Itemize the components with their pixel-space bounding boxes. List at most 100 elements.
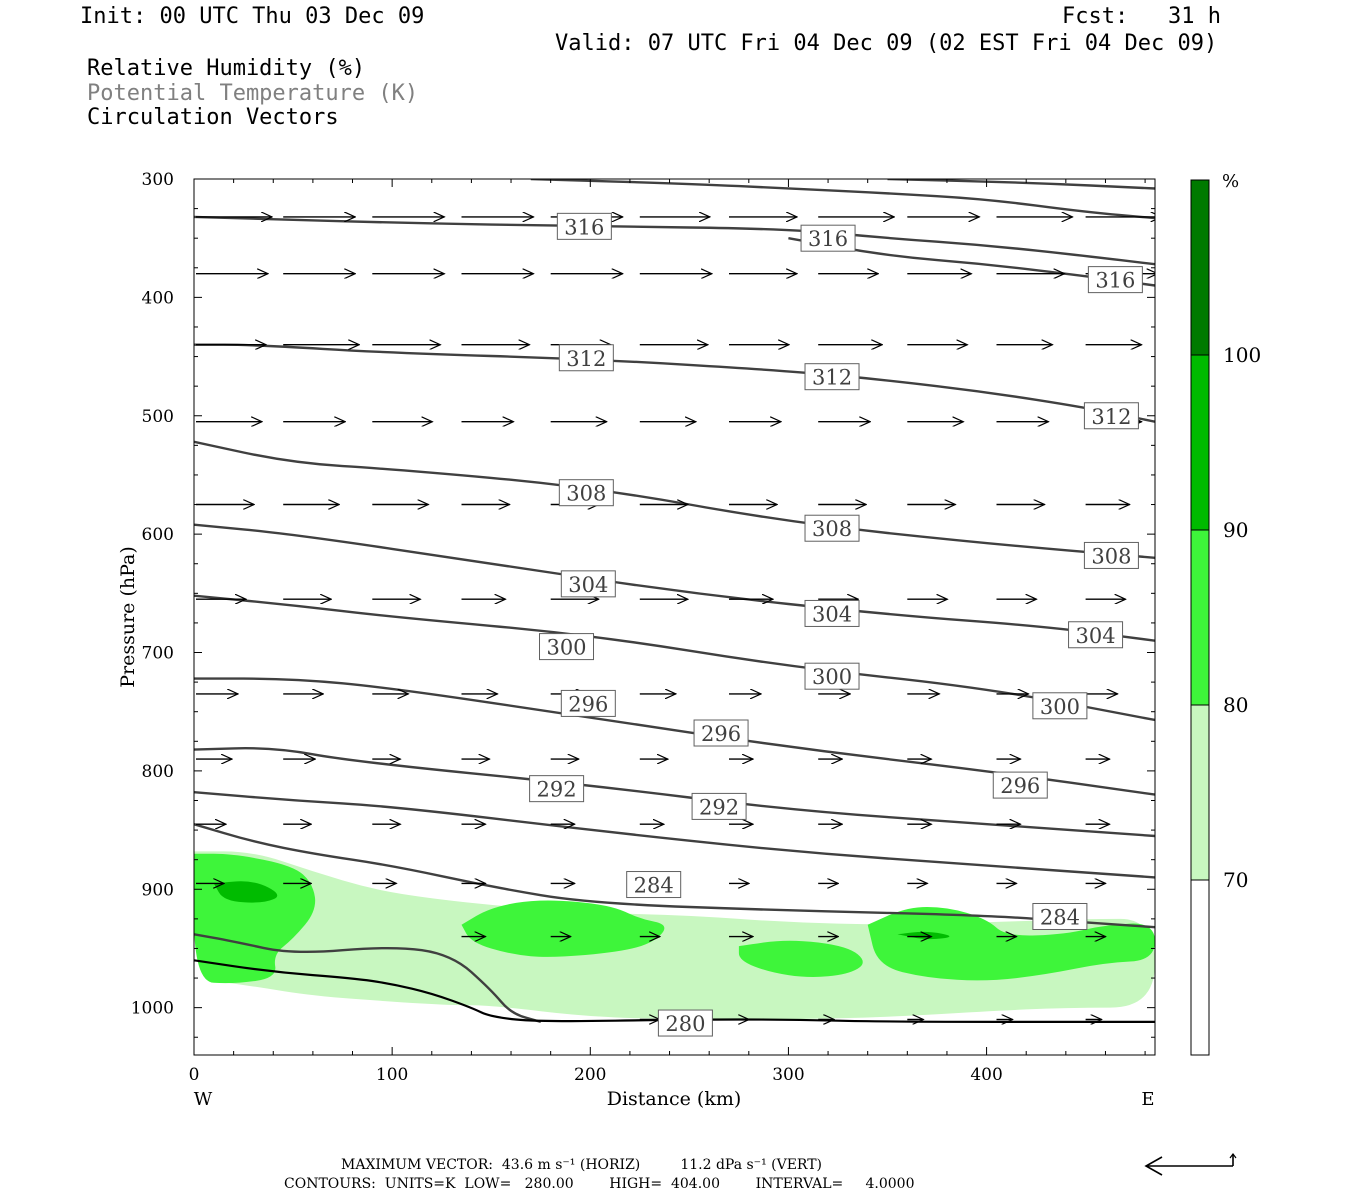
contour-label-text: 280 — [665, 1012, 705, 1036]
contour-label-312: 312 — [558, 344, 614, 372]
contour-label-text: 296 — [1000, 774, 1040, 798]
contour-label-text: 296 — [568, 692, 608, 716]
colorbar-level-label: 100 — [1223, 343, 1261, 367]
contour-label-box — [804, 662, 860, 690]
contour-label-308: 308 — [804, 514, 860, 542]
contour-label-box — [1083, 402, 1139, 430]
x-end-label-east: E — [1141, 1089, 1154, 1110]
contour-label-box — [539, 633, 595, 661]
isotherm-312-4 — [194, 343, 1155, 423]
isotherm-284-11 — [194, 823, 1155, 929]
contour-label-box — [800, 224, 856, 252]
y-tick-label: 1000 — [131, 999, 174, 1019]
contour-label-box — [529, 775, 585, 803]
contour-label-box — [804, 363, 860, 391]
rh-region-70-0 — [194, 851, 1155, 1020]
contour-label-text: 316 — [1095, 269, 1135, 293]
rh-region-80-3 — [738, 940, 863, 977]
contour-label-296: 296 — [560, 689, 616, 717]
colorbar-level-label: 70 — [1223, 868, 1248, 892]
colorbar: 100 90 80 70 — [1190, 179, 1261, 1056]
contour-label-box — [558, 344, 614, 372]
reference-vector — [1144, 1153, 1237, 1176]
contour-label-text: 284 — [1040, 905, 1080, 929]
contour-label-300: 300 — [804, 662, 860, 690]
valid-time: Valid: 07 UTC Fri 04 Dec 09 (02 EST Fri … — [555, 31, 1218, 56]
contour-label-text: 316 — [564, 215, 604, 239]
contour-label-text: 312 — [812, 366, 852, 390]
colorbar-segment — [1190, 529, 1210, 706]
y-tick-label: 400 — [142, 288, 174, 308]
y-tick-label: 900 — [142, 880, 174, 900]
contour-label-296: 296 — [992, 771, 1048, 799]
x-tick-label: 0 — [189, 1065, 200, 1085]
contour-label-text: 304 — [1076, 624, 1116, 648]
contour-label-text: 300 — [1040, 695, 1080, 719]
isotherm-316-1 — [530, 179, 1155, 220]
contour-label-304: 304 — [1068, 621, 1124, 649]
contour-label-text: 304 — [812, 602, 852, 626]
field-label-vectors: Circulation Vectors — [87, 105, 339, 130]
contour-label-316: 316 — [800, 224, 856, 252]
contour-label-box — [1087, 266, 1143, 294]
contour-label-box — [992, 771, 1048, 799]
x-tick-label: 100 — [376, 1065, 408, 1085]
contour-label-text: 300 — [812, 665, 852, 689]
max-vector-note: MAXIMUM VECTOR: 43.6 m s⁻¹ (HORIZ) 11.2 … — [341, 1157, 823, 1173]
contour-label-316: 316 — [556, 212, 612, 240]
contour-label-box — [556, 212, 612, 240]
colorbar-segment — [1190, 879, 1210, 1056]
axes: 300 400 500 600 700 800 900 1000 0 100 200 300 400 — [131, 170, 1155, 1085]
contour-label-text: 296 — [701, 722, 741, 746]
contour-label-text: 308 — [812, 517, 852, 541]
contour-label-box — [693, 719, 749, 747]
contour-label-text: 312 — [566, 347, 606, 371]
relative-humidity-shading — [194, 851, 1155, 1020]
isotherm-282-12 — [194, 933, 542, 1024]
contour-label-box — [1032, 692, 1088, 720]
contour-label-box — [657, 1009, 713, 1037]
y-tick-label: 300 — [142, 170, 174, 190]
x-tick-label: 300 — [772, 1065, 804, 1085]
init-time: Init: 00 UTC Thu 03 Dec 09 — [80, 4, 425, 29]
contour-label-312: 312 — [1083, 402, 1139, 430]
y-tick-label: 600 — [142, 525, 174, 545]
contour-label-296: 296 — [693, 719, 749, 747]
contour-label-box — [1068, 621, 1124, 649]
contour-label-box — [691, 792, 747, 820]
contour-label-text: 308 — [566, 482, 606, 506]
isotherm-300-7 — [194, 594, 1155, 722]
contour-label-box — [1032, 902, 1088, 930]
contour-label-box — [560, 570, 616, 598]
colorbar-segment — [1190, 179, 1210, 356]
colorbar-segment — [1190, 354, 1210, 531]
isotherm-304-6 — [194, 523, 1155, 642]
colorbar-level-label: 80 — [1223, 693, 1248, 717]
contour-label-312: 312 — [804, 363, 860, 391]
contour-label-300: 300 — [539, 633, 595, 661]
contour-label-text: 316 — [808, 227, 848, 251]
contour-label-box — [560, 689, 616, 717]
contour-label-280: 280 — [657, 1009, 713, 1037]
contour-label-292: 292 — [691, 792, 747, 820]
contour-label-308: 308 — [1083, 541, 1139, 569]
plot-frame — [193, 178, 1156, 1056]
contour-label-text: 312 — [1091, 405, 1131, 429]
contour-label-316: 316 — [1087, 266, 1143, 294]
rh-region-80-2 — [461, 900, 665, 957]
colorbar-level-label: 90 — [1223, 518, 1248, 542]
contour-label-text: 292 — [537, 778, 577, 802]
x-tick-label: 400 — [970, 1065, 1002, 1085]
contour-label-284: 284 — [1032, 902, 1088, 930]
contour-label-292: 292 — [529, 775, 585, 803]
y-tick-label: 700 — [142, 644, 174, 664]
contour-label-304: 304 — [560, 570, 616, 598]
contour-label-box — [558, 479, 614, 507]
colorbar-unit: % — [1222, 171, 1239, 192]
contour-label-box — [804, 599, 860, 627]
isotherm-316-0 — [194, 215, 1155, 266]
x-end-label-west: W — [194, 1089, 213, 1110]
contour-info-note: CONTOURS: UNITS=K LOW= 280.00 HIGH= 404.… — [284, 1176, 915, 1192]
forecast-hour: Fcst: 31 h — [1062, 4, 1221, 29]
contour-label-text: 308 — [1091, 544, 1131, 568]
